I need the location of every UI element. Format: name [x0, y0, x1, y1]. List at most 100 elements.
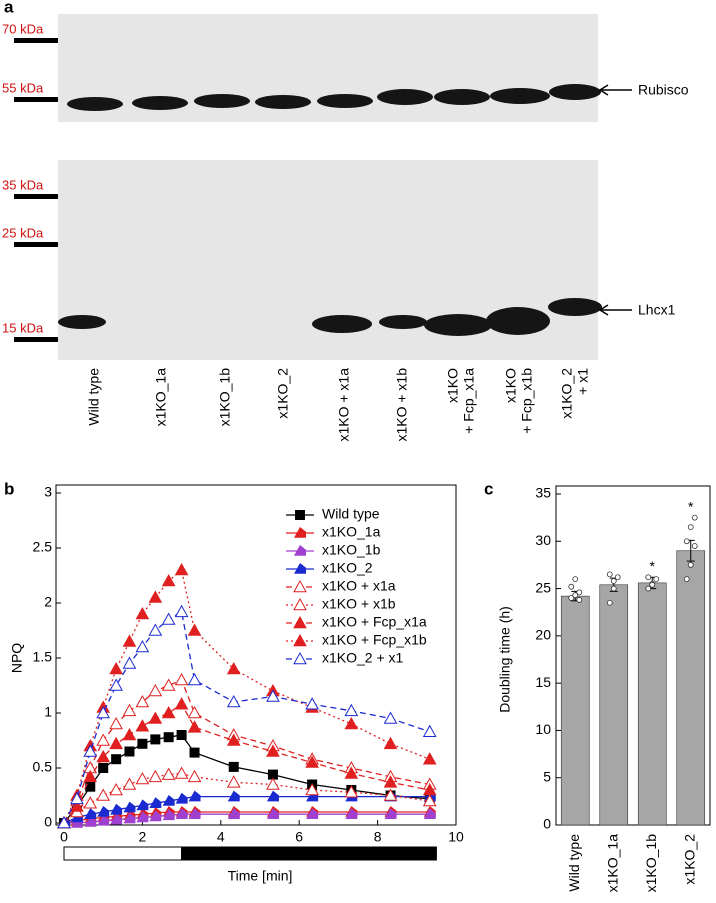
data-point — [568, 583, 575, 590]
y-tick-label: 1.5 — [33, 649, 53, 665]
marker — [226, 694, 241, 708]
y-tick-label: 25 — [535, 579, 551, 595]
y-axis-label: Doubling time (h) — [497, 606, 513, 713]
marker — [384, 808, 397, 819]
x-tick-label: x1KO_1b — [643, 834, 659, 893]
marker — [122, 777, 137, 790]
data-point — [687, 524, 694, 530]
legend-label: x1KO + x1a — [322, 578, 396, 594]
data-point — [610, 585, 617, 592]
marker — [149, 797, 162, 808]
marker — [84, 808, 97, 819]
data-point — [610, 578, 617, 584]
marker — [109, 736, 123, 750]
data-point — [649, 581, 656, 588]
marker — [189, 747, 200, 758]
marker — [174, 562, 189, 576]
lane-label: + Fcp_x1a — [461, 368, 477, 434]
marker — [266, 808, 279, 819]
marker — [226, 775, 241, 788]
lane-label: Wild type — [86, 368, 102, 426]
marker — [383, 788, 398, 801]
marker — [148, 711, 163, 724]
light-period — [63, 846, 183, 861]
marker — [111, 754, 122, 765]
marker — [188, 808, 201, 819]
significance: * — [650, 558, 656, 574]
marker — [148, 590, 163, 603]
data-point — [683, 538, 690, 545]
marker — [148, 623, 163, 636]
data-point — [653, 576, 660, 583]
significance: * — [688, 498, 694, 514]
marker — [122, 703, 137, 717]
marker — [135, 606, 150, 620]
x-tick-label: 0 — [60, 829, 68, 845]
marker — [124, 746, 135, 757]
x-tick-label: 10 — [448, 829, 464, 845]
lane-label: x1KO_2 — [559, 368, 575, 419]
marker — [149, 810, 162, 822]
marker — [123, 812, 136, 824]
lane-label: + Fcp_x1b — [519, 368, 535, 434]
marker — [383, 736, 398, 750]
bar — [599, 584, 629, 826]
data-point — [691, 543, 698, 549]
data-point — [568, 595, 575, 601]
legend-label: x1KO_2 + x1 — [322, 650, 404, 666]
marker — [344, 785, 359, 798]
data-point — [576, 589, 583, 596]
marker — [96, 733, 111, 746]
data-point — [614, 574, 621, 581]
marker — [383, 711, 398, 724]
marker — [162, 795, 175, 806]
marker-label: 25 kDa — [2, 225, 44, 240]
marker — [109, 678, 123, 691]
x-tick-label: Wild type — [566, 834, 582, 892]
lane-label: x1KO — [445, 368, 461, 403]
marker — [175, 792, 188, 804]
x-tick-label: 8 — [374, 829, 382, 845]
x-axis-label: Time [min] — [228, 868, 293, 884]
marker — [97, 814, 110, 826]
marker — [227, 808, 240, 819]
marker — [188, 790, 201, 802]
marker — [174, 697, 189, 710]
marker — [228, 761, 239, 772]
marker — [135, 694, 150, 708]
marker — [70, 799, 84, 812]
y-tick-label: 0 — [44, 814, 52, 830]
legend-marker — [293, 597, 307, 611]
marker-bars — [14, 38, 58, 342]
legend-marker — [294, 545, 306, 556]
marker — [422, 793, 437, 807]
y-tick-label: 1 — [44, 704, 52, 720]
marker — [345, 808, 358, 819]
marker — [305, 697, 319, 710]
marker — [96, 788, 111, 801]
marker — [174, 604, 189, 618]
marker — [136, 811, 149, 823]
marker — [175, 808, 188, 819]
x-tick-label: x1KO_1a — [604, 834, 620, 893]
data-point — [572, 576, 579, 583]
data-point — [606, 571, 613, 578]
marker-label: 70 kDa — [2, 21, 44, 36]
arrows — [598, 84, 632, 316]
marker — [187, 720, 202, 733]
marker — [227, 790, 240, 802]
marker — [266, 689, 280, 702]
legend-label: x1KO + x1b — [322, 596, 396, 612]
marker — [135, 719, 150, 732]
marker — [83, 744, 98, 757]
marker — [135, 639, 150, 653]
marker — [422, 724, 437, 737]
light-period — [181, 846, 437, 861]
marker — [110, 813, 123, 825]
marker — [122, 727, 137, 741]
bands — [58, 84, 602, 336]
marker — [150, 734, 161, 745]
marker — [305, 755, 319, 768]
marker — [161, 705, 176, 719]
plot-frame — [55, 484, 457, 826]
